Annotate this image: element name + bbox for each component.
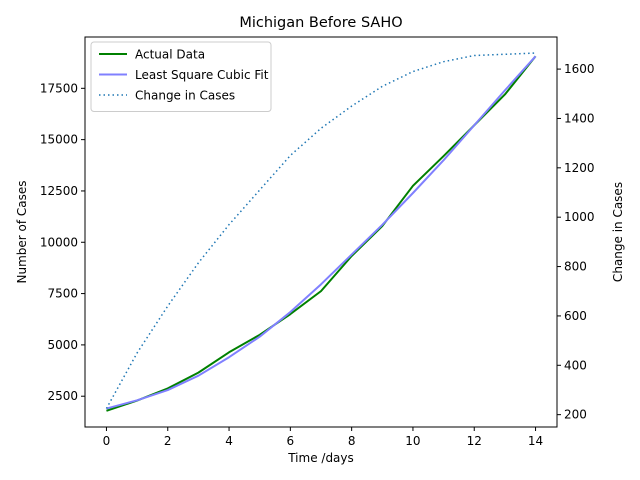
legend-box [90,41,272,112]
y-right-tick-label: 400 [564,358,587,372]
x-axis: 0 2 4 6 8 10 12 14 [103,427,543,448]
x-tick-label: 12 [467,434,482,448]
x-tick-label: 6 [287,434,295,448]
x-axis-label: Time /days [287,451,354,465]
y-axis-left-label: Number of Cases [15,180,29,283]
legend: Actual Data Least Square Cubic Fit Change … [90,41,272,112]
y-right-tick-label: 1200 [564,161,595,175]
x-tick-label: 14 [528,434,543,448]
y-left-tick-label: 7500 [47,287,78,301]
y-right-tick-label: 800 [564,260,587,274]
y-left-tick-label: 17500 [40,81,78,95]
plot-frame [84,36,558,428]
y-axis-right-label: Change in Cases [611,182,625,282]
x-tick-label: 10 [405,434,420,448]
y-right-tick-label: 1000 [564,210,595,224]
y-axis-right: 200 400 600 800 1000 1200 1400 1600 [557,62,595,422]
x-tick-label: 8 [348,434,356,448]
y-left-tick-label: 5000 [47,338,78,352]
y-left-tick-label: 12500 [40,184,78,198]
y-right-tick-label: 600 [564,309,587,323]
y-right-tick-label: 1400 [564,111,595,125]
chart-title: Michigan Before SAHO [239,15,402,31]
legend-label: Least Square Cubic Fit [135,68,269,82]
plot-area [105,52,537,412]
x-tick-label: 4 [225,434,233,448]
series-line-cubic-fit-line [106,55,537,410]
y-left-tick-label: 15000 [40,133,78,147]
x-tick-label: 0 [103,434,111,448]
y-axis-left: 2500 5000 7500 10000 12500 15000 17500 [40,81,85,403]
y-right-tick-label: 1600 [564,62,595,76]
x-tick-label: 2 [164,434,172,448]
legend-label: Actual Data [135,48,205,62]
legend-label: Change in Cases [135,89,235,103]
y-left-tick-label: 10000 [40,235,78,249]
y-left-tick-label: 2500 [47,389,78,403]
y-right-tick-label: 200 [564,408,587,422]
